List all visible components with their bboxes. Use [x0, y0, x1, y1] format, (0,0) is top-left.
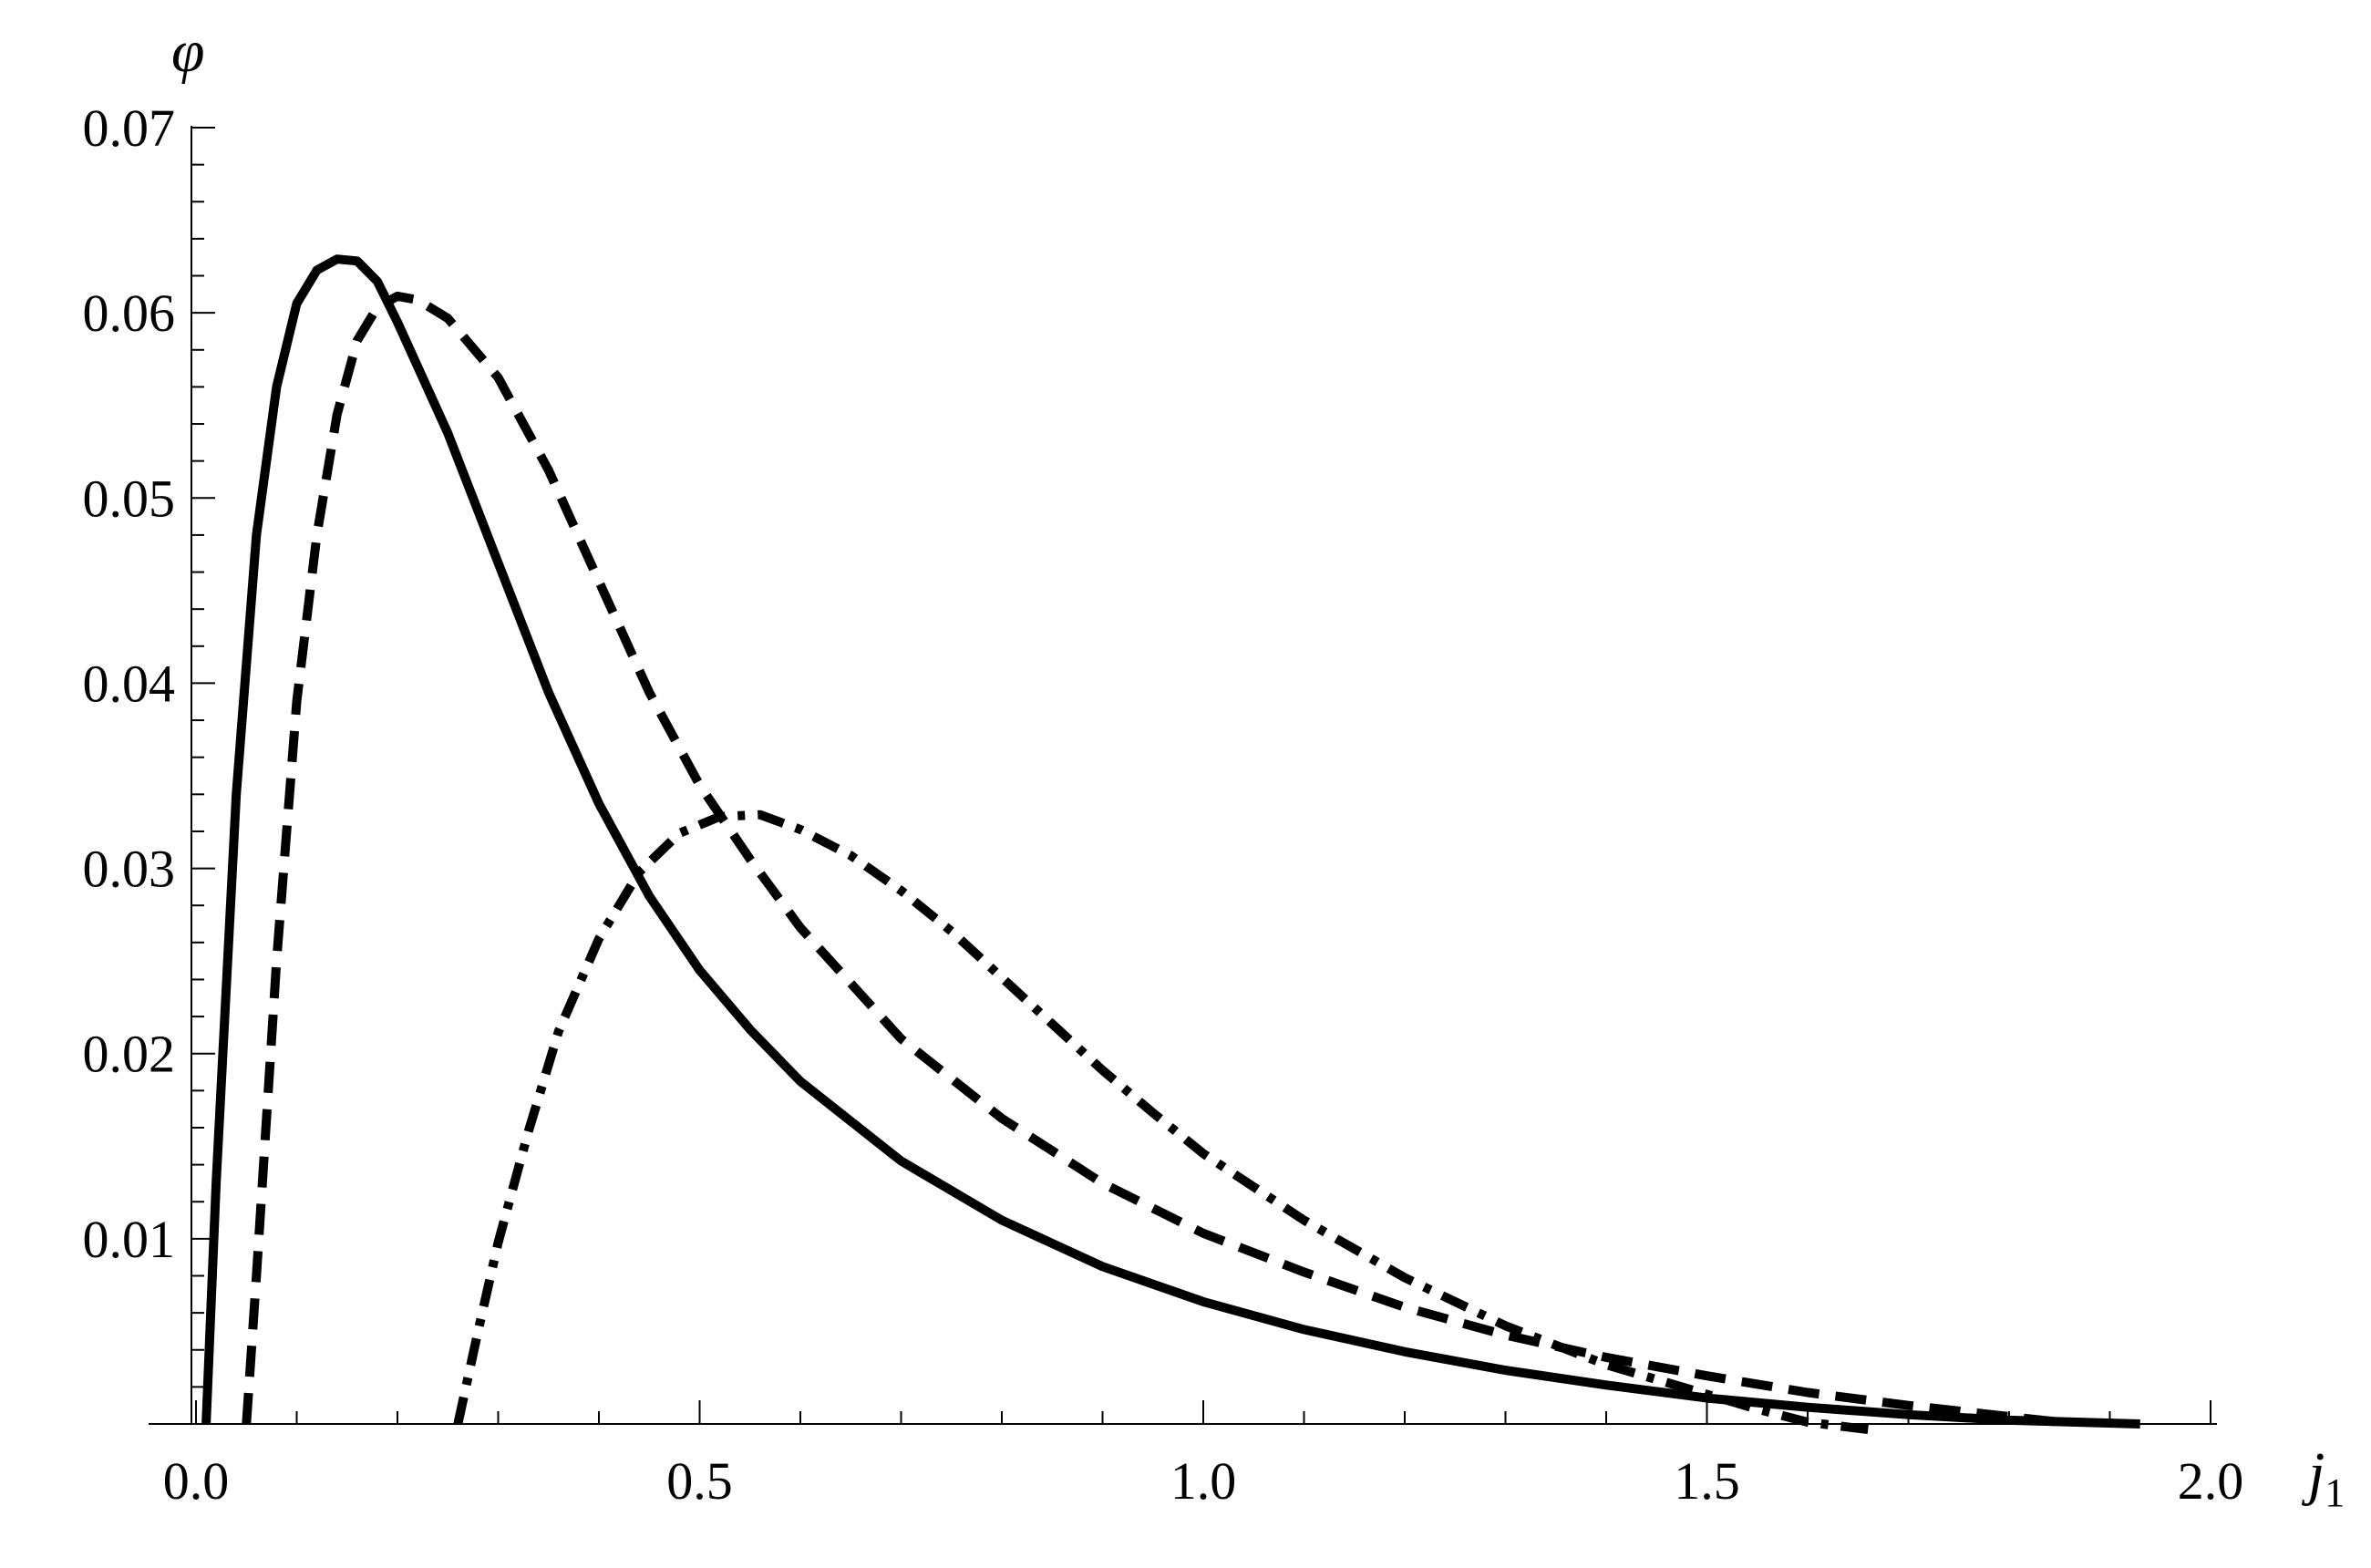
y-tick-label: 0.01: [83, 1210, 176, 1269]
x-axis-title-subscript: 1: [2325, 1470, 2345, 1515]
y-axis-title: φ: [171, 18, 205, 85]
y-tick-label: 0.07: [83, 98, 176, 158]
y-tick-label: 0.02: [83, 1025, 176, 1084]
x-tick-label: 1.5: [1674, 1451, 1740, 1511]
y-tick-label: 0.04: [83, 654, 176, 713]
x-tick-label: 1.0: [1170, 1451, 1237, 1511]
x-tick-label: 0.0: [163, 1451, 230, 1511]
x-axis-title: j1: [2301, 1440, 2345, 1515]
y-tick-label: 0.03: [83, 840, 176, 899]
y-tick-label: 0.06: [83, 284, 176, 343]
series-line-dashdot: [453, 810, 1869, 1435]
tick-labels: 0.0 0.5 1.0 1.5 2.0 0.01 0.02 0.03 0.04 0.05 0.06 0…: [83, 98, 2244, 1511]
ticks: [191, 127, 2211, 1425]
x-axis-title-main: j: [2301, 1440, 2325, 1507]
axes: [149, 126, 2217, 1425]
x-tick-label: 0.5: [666, 1451, 733, 1511]
series-line-dashed: [242, 291, 2060, 1427]
plot-area: [201, 254, 2140, 1435]
x-tick-label: 2.0: [2178, 1451, 2244, 1511]
series-line-solid: [201, 254, 2140, 1429]
y-tick-label: 0.05: [83, 469, 176, 528]
